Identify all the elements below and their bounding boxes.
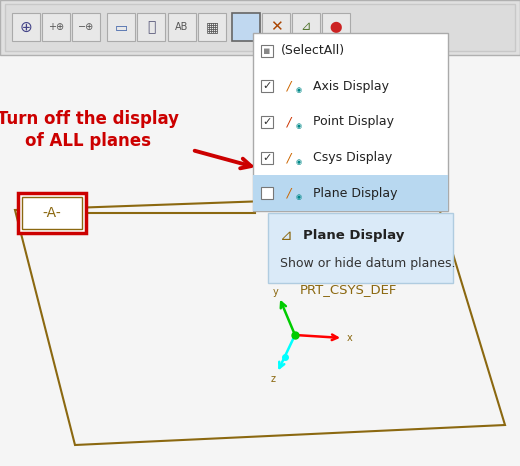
Bar [261, 151, 273, 164]
Bar [72, 13, 100, 41]
Text: ◉: ◉ [296, 158, 302, 164]
Bar [137, 13, 165, 41]
Text: ▦: ▦ [205, 20, 218, 34]
Text: ▭: ▭ [114, 20, 127, 34]
Bar [268, 213, 453, 283]
Text: Axis Display: Axis Display [313, 80, 389, 93]
Text: ⊕: ⊕ [20, 20, 32, 34]
Bar [5, 4, 515, 51]
Text: /: / [287, 116, 291, 129]
Bar [198, 13, 226, 41]
Bar [168, 13, 196, 41]
Text: Point Display: Point Display [313, 116, 394, 129]
Text: Show or hide datum planes.: Show or hide datum planes. [280, 256, 456, 269]
Text: -A-: -A- [43, 206, 61, 220]
Text: ⊿: ⊿ [280, 227, 292, 242]
Bar [22, 197, 82, 229]
Bar [107, 13, 135, 41]
Text: Csys Display: Csys Display [313, 151, 392, 164]
Text: x: x [347, 333, 353, 343]
Text: ◉: ◉ [296, 123, 302, 129]
Text: AB: AB [175, 22, 189, 32]
Bar [12, 13, 40, 41]
Bar [253, 175, 448, 211]
Bar [261, 45, 273, 57]
Text: ✓: ✓ [262, 152, 271, 163]
Text: Plane Display: Plane Display [313, 187, 397, 200]
Bar [261, 187, 273, 199]
Text: /: / [287, 187, 291, 200]
Text: ◉: ◉ [296, 88, 302, 93]
Bar [322, 13, 350, 41]
Bar [253, 33, 448, 211]
Bar [18, 193, 86, 233]
Text: /: / [287, 151, 291, 164]
Text: (SelectAll): (SelectAll) [281, 44, 345, 57]
Text: ⊿: ⊿ [301, 21, 311, 34]
Bar [261, 81, 273, 92]
Text: ▪: ▪ [263, 46, 271, 56]
Text: z: z [271, 374, 276, 384]
Text: −⊕: −⊕ [78, 22, 94, 32]
Bar [262, 13, 290, 41]
Bar [292, 13, 320, 41]
Bar [0, 0, 520, 55]
Text: /: / [287, 80, 291, 93]
Text: PRT_CSYS_DEF: PRT_CSYS_DEF [300, 283, 397, 296]
Text: Plane Display: Plane Display [303, 228, 405, 241]
Text: +⊕: +⊕ [48, 22, 64, 32]
Bar [261, 116, 273, 128]
Text: ✕: ✕ [270, 20, 282, 34]
Text: y: y [273, 287, 279, 297]
Bar [232, 13, 260, 41]
Text: ◉: ◉ [296, 194, 302, 200]
Text: ⬜: ⬜ [147, 20, 155, 34]
Text: ✓: ✓ [262, 82, 271, 91]
Bar [42, 13, 70, 41]
Text: ✓: ✓ [262, 117, 271, 127]
Text: Turn off the display
of ALL planes: Turn off the display of ALL planes [0, 110, 179, 150]
Text: ⬤: ⬤ [330, 21, 342, 33]
